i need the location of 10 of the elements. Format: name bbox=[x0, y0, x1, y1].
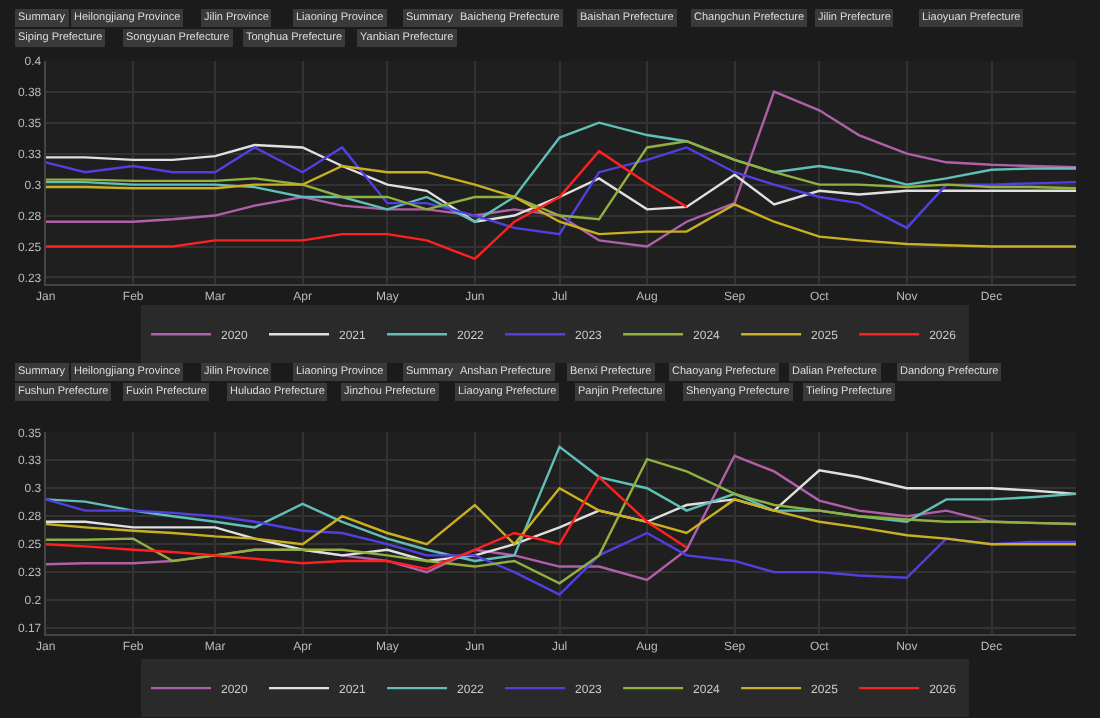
line-series bbox=[45, 469, 1077, 563]
line-series bbox=[45, 487, 1077, 546]
line-series bbox=[45, 445, 1077, 563]
line-series bbox=[45, 121, 1077, 223]
line-series bbox=[45, 498, 1077, 596]
line-series bbox=[45, 475, 688, 570]
line-series bbox=[45, 164, 1077, 248]
line-series bbox=[45, 149, 688, 261]
line-series bbox=[45, 90, 1077, 248]
line-series bbox=[45, 146, 1077, 236]
